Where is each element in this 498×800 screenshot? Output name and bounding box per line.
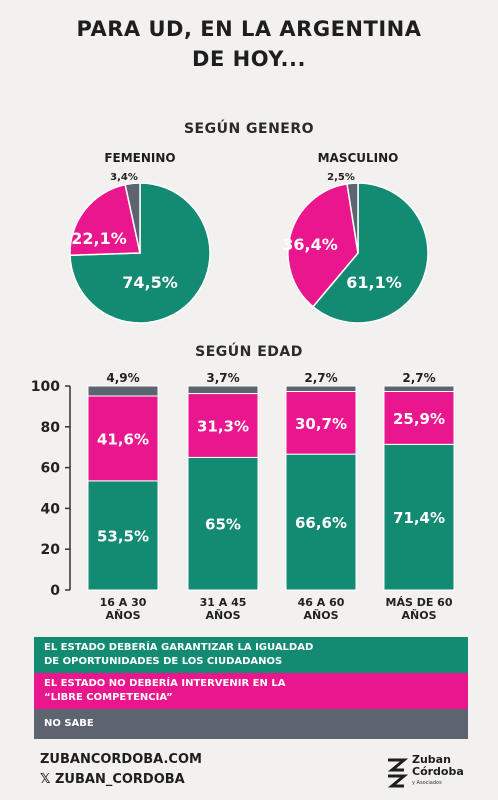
legend-text: NO SABE bbox=[44, 718, 94, 729]
pie-0-label-gray: 3,4% bbox=[110, 172, 138, 183]
bar-0-segment-gray bbox=[87, 385, 159, 397]
bar-3-label-green: 71,4% bbox=[393, 509, 445, 527]
bar-2-label-gray: 2,7% bbox=[304, 371, 337, 385]
bar-0-segment-green bbox=[87, 480, 159, 591]
pie-1-slice-gray bbox=[346, 182, 359, 254]
zuban-cordoba-logo: Zuban Córdoba y Asociados bbox=[386, 752, 476, 792]
bar-0-label-pink: 41,6% bbox=[97, 430, 149, 448]
legend-item-pink: EL ESTADO NO DEBERÍA INTERVENIR EN LA “LI… bbox=[34, 673, 468, 709]
bar-1-label-gray: 3,7% bbox=[206, 371, 239, 385]
y-tick-label: 80 bbox=[41, 420, 61, 436]
pie-0-slice-pink bbox=[69, 183, 141, 256]
bar-1-segment-pink bbox=[187, 393, 259, 458]
x-category-label-2: AÑOS bbox=[304, 609, 339, 622]
pie-label-masculino: MASCULINO bbox=[317, 151, 399, 165]
page-title: PARA UD, EN LA ARGENTINA DE HOY... bbox=[0, 14, 498, 74]
pie-0-label-green: 74,5% bbox=[122, 273, 178, 292]
bar-2-segment-green bbox=[285, 453, 357, 591]
website-text: ZUBANCORDOBA.COM bbox=[40, 752, 202, 767]
x-category-label-3: AÑOS bbox=[402, 609, 437, 622]
y-tick-label: 0 bbox=[50, 583, 60, 599]
gender-pies: 74,5% 22,1% 3,4% 61,1% 36,4% 2,5% bbox=[69, 172, 429, 324]
pie-0-label-pink: 22,1% bbox=[71, 229, 127, 248]
bar-3-segment-pink bbox=[383, 391, 455, 445]
bar-2-segment-pink bbox=[285, 391, 357, 455]
logo-line-1: Zuban bbox=[412, 753, 451, 766]
logo-mark-icon bbox=[387, 758, 408, 788]
legend-text: EL ESTADO NO DEBERÍA INTERVENIR EN LA bbox=[44, 678, 286, 689]
bar-1-label-green: 65% bbox=[205, 516, 241, 534]
bar-1-label-pink: 31,3% bbox=[197, 417, 249, 435]
pie-0-slice-gray bbox=[124, 182, 141, 254]
pie-1-label-pink: 36,4% bbox=[282, 235, 338, 254]
x-category-label-1: AÑOS bbox=[206, 609, 241, 622]
bar-2-segment-gray bbox=[285, 385, 357, 393]
y-tick-label: 40 bbox=[41, 501, 61, 517]
bar-0-segment-pink bbox=[87, 395, 159, 482]
logo-line-2: Córdoba bbox=[412, 765, 464, 778]
x-category-label-1: 31 A 45 bbox=[200, 596, 247, 609]
bar-1-segment-green bbox=[187, 456, 259, 591]
legend-item-green: EL ESTADO DEBERÍA GARANTIZAR LA IGUALDAD… bbox=[34, 637, 468, 673]
social-handle: 𝕏 ZUBAN_CORDOBA bbox=[40, 772, 185, 787]
bar-0-label-green: 53,5% bbox=[97, 527, 149, 545]
bar-3-label-pink: 25,9% bbox=[393, 410, 445, 428]
bar-3-label-gray: 2,7% bbox=[402, 371, 435, 385]
bar-2-label-pink: 30,7% bbox=[295, 415, 347, 433]
pie-label-femenino: FEMENINO bbox=[104, 151, 176, 165]
legend-text: “LIBRE COMPETENCIA” bbox=[44, 692, 173, 703]
y-tick-label: 60 bbox=[41, 461, 61, 477]
pie-1-slice-pink bbox=[287, 183, 359, 308]
x-category-label-0: 16 A 30 bbox=[100, 596, 147, 609]
title-line-1: PARA UD, EN LA ARGENTINA bbox=[76, 17, 422, 41]
legend-item-gray: NO SABE bbox=[34, 709, 468, 739]
bar-0-label-gray: 4,9% bbox=[106, 371, 139, 385]
bar-3-segment-green bbox=[383, 443, 455, 591]
y-tick-label: 100 bbox=[31, 379, 60, 395]
x-category-label-2: 46 A 60 bbox=[298, 596, 345, 609]
gender-section-title: SEGÚN GENERO bbox=[183, 121, 315, 137]
legend-text: EL ESTADO DEBERÍA GARANTIZAR LA IGUALDAD bbox=[44, 642, 314, 653]
pie-1-slice-green bbox=[311, 182, 429, 324]
bar-3-segment-gray bbox=[383, 385, 455, 393]
y-tick-label: 20 bbox=[41, 542, 61, 558]
legend-text: DE OPORTUNIDADES DE LOS CIUDADANOS bbox=[44, 656, 283, 667]
pie-1-label-green: 61,1% bbox=[346, 273, 402, 292]
age-section-title: SEGÚN EDAD bbox=[195, 344, 303, 360]
x-category-label-3: MÁS DE 60 bbox=[386, 596, 453, 609]
pie-1-label-gray: 2,5% bbox=[327, 172, 355, 183]
bar-1-segment-gray bbox=[187, 385, 259, 395]
x-category-label-0: AÑOS bbox=[106, 609, 141, 622]
logo-small-text: y Asociados bbox=[412, 780, 442, 786]
title-line-2: DE HOY... bbox=[192, 47, 306, 71]
bar-2-label-green: 66,6% bbox=[295, 514, 347, 532]
